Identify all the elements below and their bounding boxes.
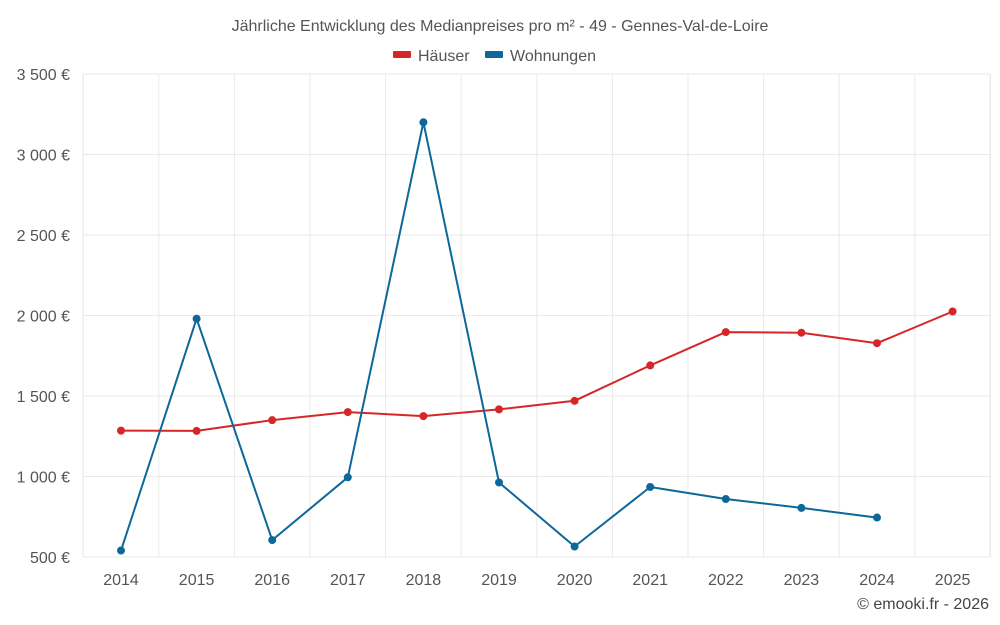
data-point-hauser[interactable]: [268, 416, 277, 425]
y-tick-label: 3 500 €: [17, 67, 70, 84]
x-tick-label: 2015: [179, 572, 215, 589]
data-point-hauser[interactable]: [419, 412, 428, 421]
data-point-wohnungen[interactable]: [646, 482, 655, 491]
legend-swatch-hauser: [393, 51, 411, 58]
data-point-hauser[interactable]: [721, 328, 730, 337]
data-point-hauser[interactable]: [117, 426, 125, 435]
data-point-wohnungen[interactable]: [419, 118, 428, 127]
legend-item-wohnungen[interactable]: Wohnungen: [485, 48, 596, 65]
x-tick-label: 2017: [330, 572, 366, 589]
series-hauser: [117, 307, 957, 435]
data-point-wohnungen[interactable]: [495, 478, 503, 487]
data-point-wohnungen[interactable]: [343, 473, 352, 482]
x-axis-ticks: 2014 2015 2016 2017 2018 2019 2020 2021 2022 2023…: [103, 572, 970, 589]
data-point-hauser[interactable]: [192, 426, 201, 435]
y-tick-label: 2 000 €: [17, 309, 70, 326]
y-tick-label: 1 000 €: [17, 470, 70, 487]
x-tick-label: 2014: [103, 572, 139, 589]
data-point-hauser[interactable]: [873, 339, 881, 348]
y-tick-label: 3 000 €: [17, 148, 70, 165]
y-tick-label: 500 €: [30, 550, 70, 567]
grid: [82, 73, 991, 558]
data-point-wohnungen[interactable]: [721, 495, 730, 504]
x-tick-label: 2022: [708, 572, 744, 589]
data-point-wohnungen[interactable]: [873, 513, 881, 522]
x-tick-label: 2024: [859, 572, 895, 589]
legend-label-wohnungen: Wohnungen: [510, 48, 596, 65]
data-point-hauser[interactable]: [495, 405, 503, 414]
credit-text: © emooki.fr - 2026: [857, 596, 989, 613]
data-point-wohnungen[interactable]: [268, 536, 277, 545]
x-tick-label: 2019: [481, 572, 517, 589]
series-line-hauser: [120, 310, 953, 432]
x-tick-label: 2021: [632, 572, 668, 589]
x-tick-label: 2016: [254, 572, 290, 589]
legend-swatch-wohnungen: [485, 51, 503, 58]
series: [117, 118, 957, 555]
data-point-hauser[interactable]: [948, 307, 957, 316]
x-tick-label: 2025: [935, 572, 971, 589]
data-point-hauser[interactable]: [797, 328, 806, 337]
legend: Häuser Wohnungen: [393, 48, 596, 65]
data-point-hauser[interactable]: [570, 396, 579, 405]
data-point-wohnungen[interactable]: [117, 546, 125, 555]
legend-item-hauser[interactable]: Häuser: [393, 48, 470, 65]
series-wohnungen: [117, 118, 881, 555]
data-point-wohnungen[interactable]: [570, 542, 579, 551]
y-tick-label: 2 500 €: [17, 228, 70, 245]
data-point-hauser[interactable]: [646, 361, 655, 370]
data-point-hauser[interactable]: [343, 408, 352, 417]
chart-title: Jährliche Entwicklung des Medianpreises …: [232, 18, 769, 35]
y-tick-label: 1 500 €: [17, 389, 70, 406]
data-point-wohnungen[interactable]: [797, 503, 806, 512]
y-axis-ticks: 500 € 1 000 € 1 500 € 2 000 € 2 500 € 3 000 €…: [17, 67, 70, 567]
x-tick-label: 2023: [784, 572, 820, 589]
legend-label-hauser: Häuser: [418, 48, 470, 65]
x-tick-label: 2020: [557, 572, 593, 589]
data-point-wohnungen[interactable]: [192, 314, 201, 323]
x-tick-label: 2018: [406, 572, 442, 589]
